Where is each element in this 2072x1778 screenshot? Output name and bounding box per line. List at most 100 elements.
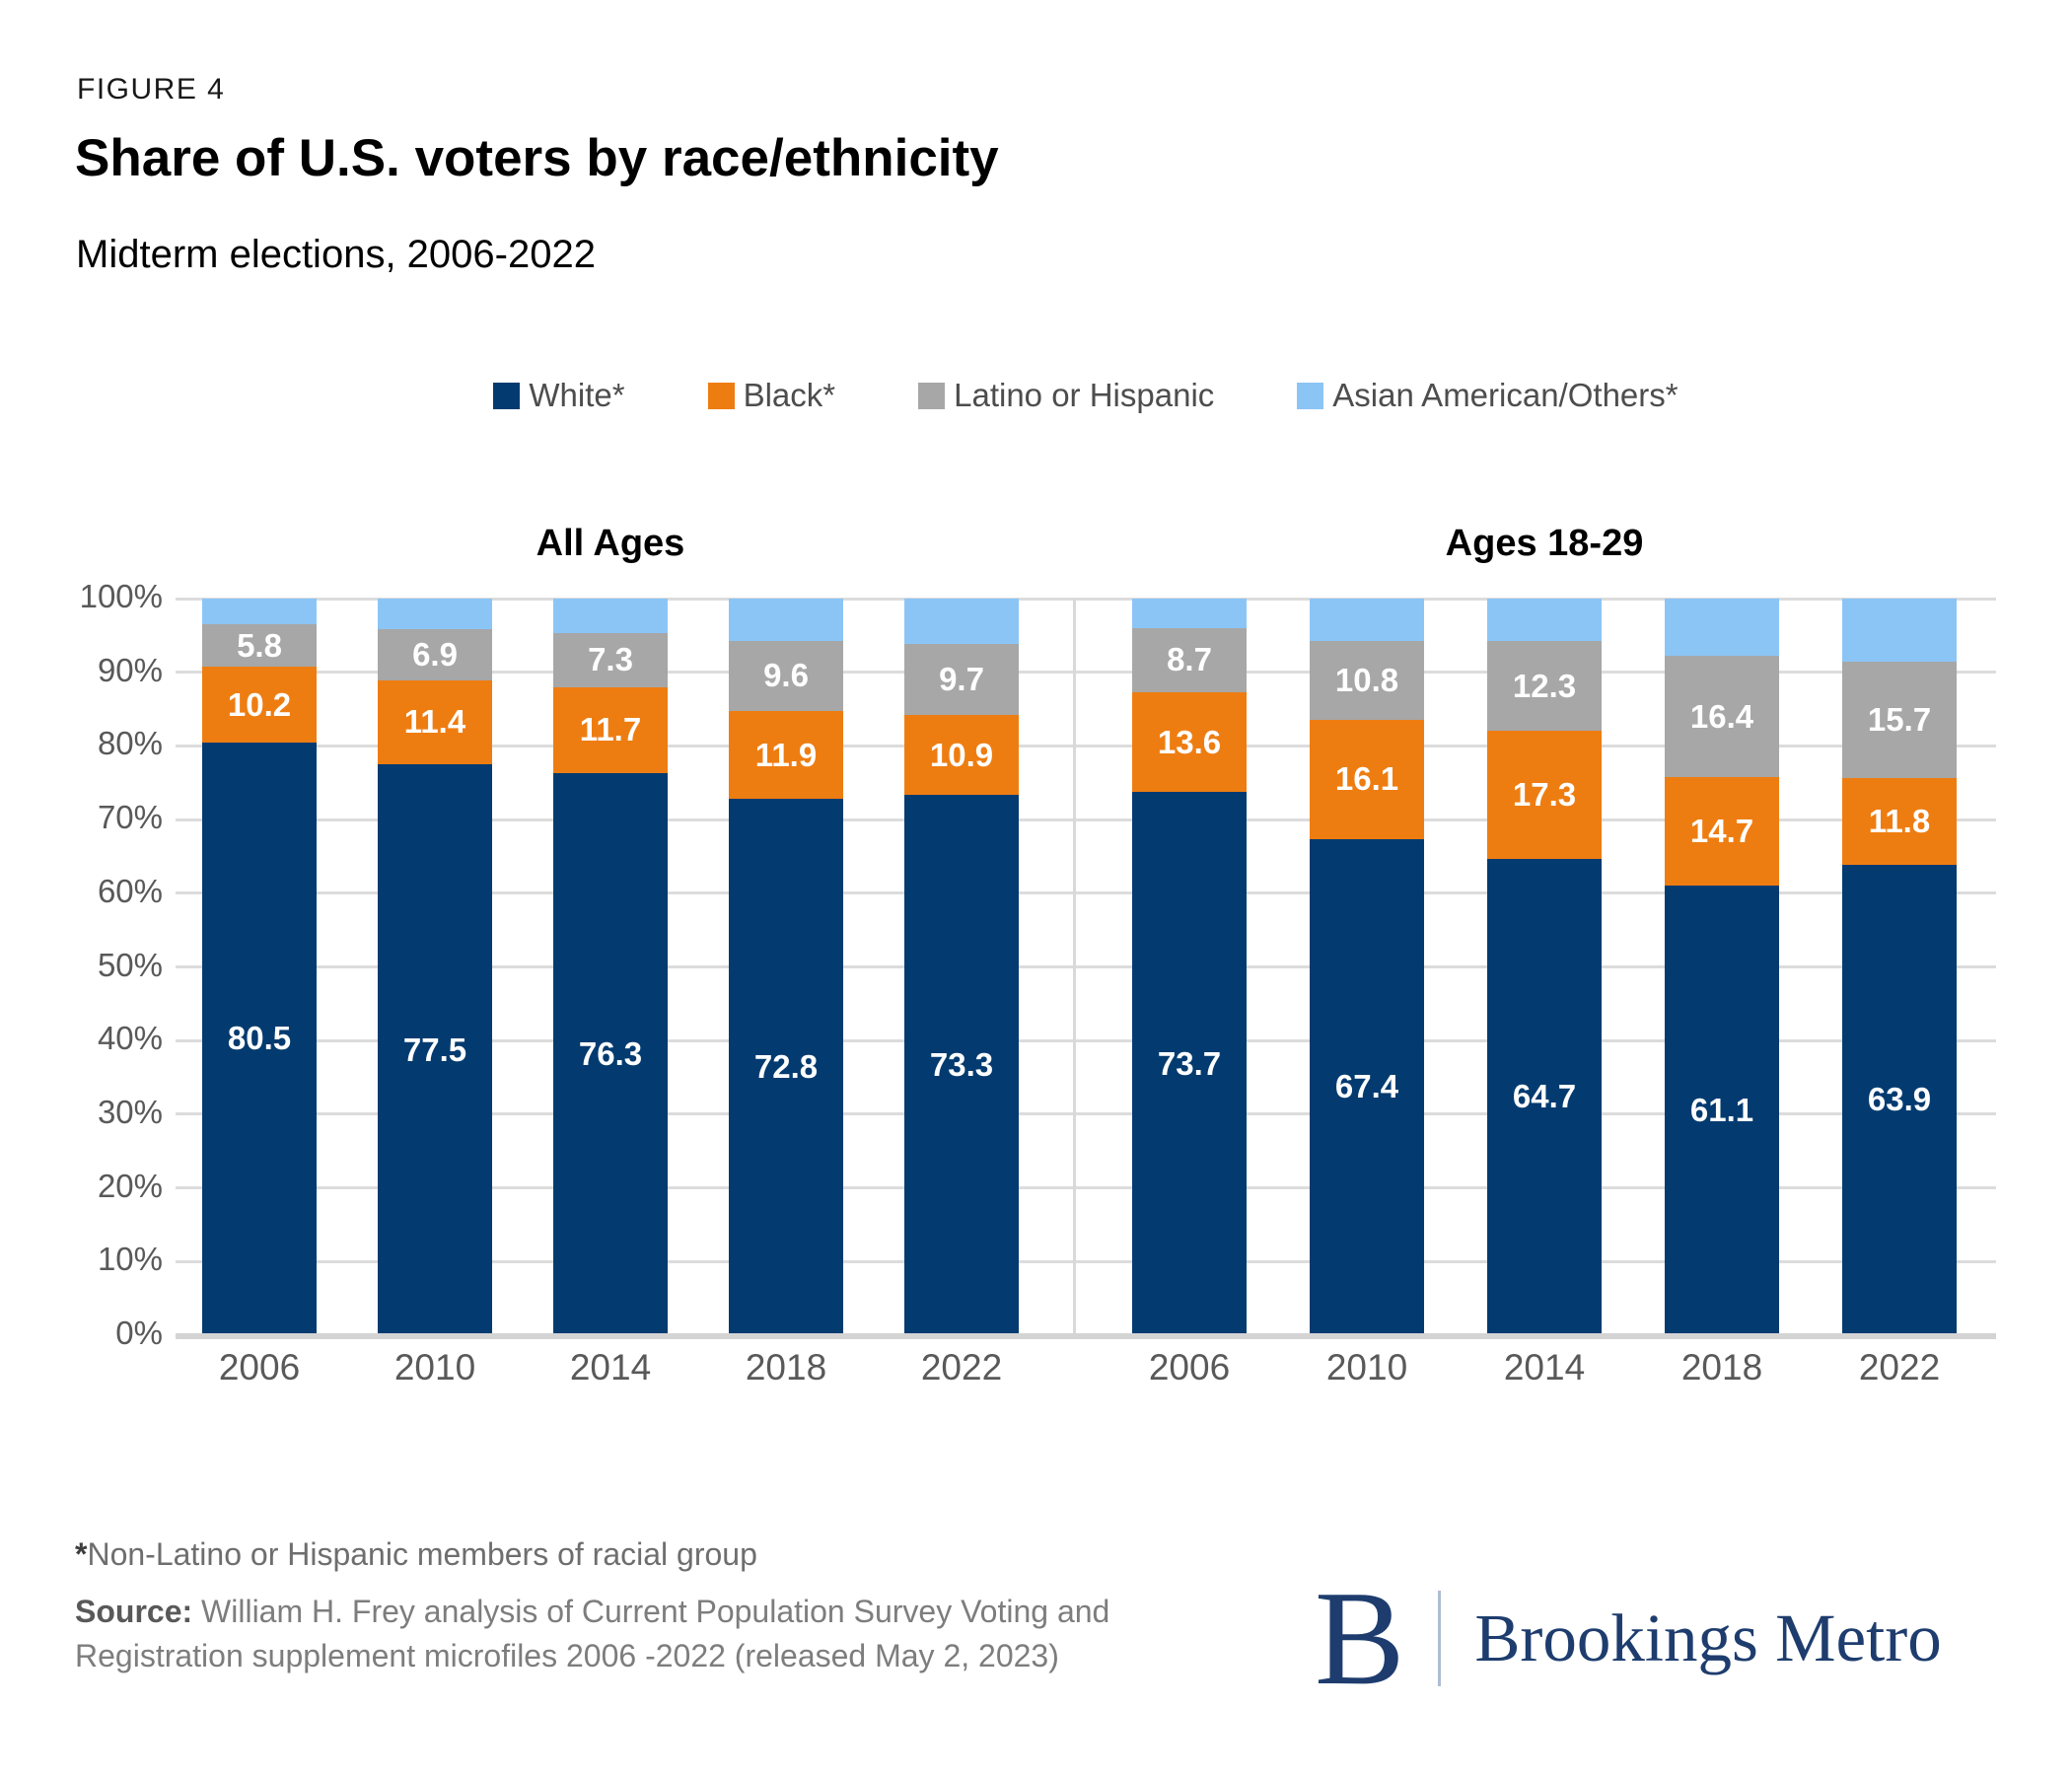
bar-value-white-2014: 64.7 <box>1512 1078 1577 1115</box>
gridline-90% <box>176 671 1996 675</box>
bar-black-2006 <box>202 667 317 743</box>
bar-value-white-2010: 77.5 <box>402 1031 467 1068</box>
y-axis-label: 10% <box>97 1241 163 1278</box>
bar-black-2014 <box>1487 731 1602 859</box>
y-axis-label: 40% <box>97 1020 163 1057</box>
x-axis-label: 2014 <box>1503 1347 1586 1387</box>
y-axis-label: 70% <box>97 799 163 836</box>
chart-subtitle: Midterm elections, 2006-2022 <box>76 233 596 276</box>
brookings-logo: B Brookings Metro <box>1315 1571 1942 1706</box>
bar-value-latino-or-hispanic-2014: 7.3 <box>588 641 633 678</box>
bar-white-2018 <box>1665 885 1779 1335</box>
bar-white-2014 <box>1487 858 1602 1335</box>
y-axis-label: 30% <box>97 1093 163 1130</box>
bar-value-white-2014: 76.3 <box>578 1035 643 1073</box>
bar-white-2010 <box>1310 838 1424 1335</box>
gridline-50% <box>176 965 1996 968</box>
bar-value-black-2022: 11.8 <box>1868 802 1931 839</box>
bar-latino-or-hispanic-2014 <box>1487 640 1602 732</box>
bar-value-latino-or-hispanic-2010: 6.9 <box>412 636 458 674</box>
source-text: William H. Frey analysis of Current Popu… <box>75 1594 1110 1673</box>
bar-value-black-2006: 13.6 <box>1157 723 1222 760</box>
footnote: *Non-Latino or Hispanic members of racia… <box>75 1536 757 1573</box>
figure-label: FIGURE 4 <box>77 73 226 106</box>
bar-black-2022 <box>904 715 1019 796</box>
bar-value-white-2018: 72.8 <box>753 1048 819 1086</box>
gridline-70% <box>176 818 1996 821</box>
bar-value-white-2006: 73.7 <box>1157 1044 1222 1082</box>
bar-white-2006 <box>202 742 317 1335</box>
bar-asian-american-others-2022 <box>1842 599 1957 663</box>
y-axis-label: 90% <box>97 651 163 688</box>
source-label: Source: <box>75 1594 193 1629</box>
bar-value-latino-or-hispanic-2010: 10.8 <box>1334 661 1399 698</box>
bar-white-2014 <box>553 773 668 1335</box>
bar-value-black-2014: 17.3 <box>1512 776 1577 814</box>
bar-asian-american-others-2010 <box>1310 599 1424 641</box>
bar-value-white-2022: 73.3 <box>929 1046 994 1084</box>
y-axis-label: 80% <box>97 725 163 762</box>
bar-value-latino-or-hispanic-2006: 5.8 <box>237 626 282 664</box>
x-axis-label: 2006 <box>1148 1347 1231 1387</box>
bar-value-latino-or-hispanic-2018: 16.4 <box>1689 697 1754 735</box>
bar-latino-or-hispanic-2022 <box>1842 662 1957 778</box>
legend-label-white: White* <box>529 377 625 413</box>
gridline-80% <box>176 744 1996 747</box>
bar-value-white-2006: 80.5 <box>227 1020 292 1057</box>
x-axis-label: 2022 <box>1858 1347 1941 1387</box>
bar-value-white-2018: 61.1 <box>1689 1091 1754 1128</box>
bar-value-white-2022: 63.9 <box>1867 1081 1932 1118</box>
bar-asian-american-others-2018 <box>729 599 843 641</box>
bar-value-latino-or-hispanic-2014: 12.3 <box>1512 667 1577 704</box>
bar-value-latino-or-hispanic-2006: 8.7 <box>1167 641 1212 678</box>
bar-white-2018 <box>729 799 843 1335</box>
bar-latino-or-hispanic-2014 <box>553 633 668 687</box>
y-axis-label: 20% <box>97 1167 163 1204</box>
bar-black-2018 <box>729 711 843 800</box>
bar-asian-american-others-2006 <box>202 599 317 625</box>
panel-divider <box>1073 599 1076 1335</box>
legend-label-black: Black* <box>743 377 836 413</box>
panel-title-all-ages: All Ages <box>536 523 685 564</box>
bar-latino-or-hispanic-2010 <box>378 629 492 680</box>
legend-item-asian: Asian American/Others* <box>1297 377 1679 414</box>
footnote-marker: * <box>75 1536 88 1572</box>
legend-item-black: Black* <box>707 377 836 414</box>
legend-label-asian: Asian American/Others* <box>1332 377 1679 413</box>
legend-swatch-white <box>493 382 521 409</box>
bar-black-2014 <box>553 686 668 774</box>
y-axis-label: 100% <box>79 578 163 614</box>
bar-asian-american-others-2022 <box>904 599 1019 644</box>
bar-white-2010 <box>378 764 492 1335</box>
x-axis-label: 2022 <box>920 1347 1003 1387</box>
bar-asian-american-others-2006 <box>1132 599 1247 628</box>
chart-title: Share of U.S. voters by race/ethnicity <box>75 129 999 187</box>
y-axis-label: 60% <box>97 872 163 909</box>
bar-white-2022 <box>904 795 1019 1335</box>
bar-black-2022 <box>1842 777 1957 865</box>
gridline-40% <box>176 1038 1996 1042</box>
bar-black-2010 <box>1310 720 1424 839</box>
bar-asian-american-others-2014 <box>1487 599 1602 641</box>
gridline-10% <box>176 1259 1996 1263</box>
footnote-text: Non-Latino or Hispanic members of racial… <box>87 1536 757 1572</box>
x-axis-label: 2018 <box>745 1347 827 1387</box>
brookings-logo-name: Brookings Metro <box>1474 1600 1942 1675</box>
bar-value-white-2010: 67.4 <box>1334 1068 1399 1105</box>
bar-value-black-2010: 16.1 <box>1334 760 1399 798</box>
bar-latino-or-hispanic-2018 <box>1665 656 1779 777</box>
legend-item-white: White* <box>493 377 625 414</box>
bar-asian-american-others-2014 <box>553 599 668 634</box>
bar-latino-or-hispanic-2018 <box>729 640 843 712</box>
bar-asian-american-others-2018 <box>1665 599 1779 657</box>
legend-label-latino: Latino or Hispanic <box>954 377 1215 413</box>
gridline-100% <box>176 597 1996 601</box>
bar-latino-or-hispanic-2022 <box>904 643 1019 716</box>
bar-value-black-2006: 10.2 <box>227 685 292 723</box>
legend: White* Black* Latino or Hispanic Asian A… <box>176 377 1996 414</box>
bar-value-black-2010: 11.4 <box>403 703 466 741</box>
x-axis-label: 2010 <box>393 1347 476 1387</box>
x-axis-label: 2006 <box>218 1347 301 1387</box>
bar-value-black-2018: 11.9 <box>754 736 818 773</box>
